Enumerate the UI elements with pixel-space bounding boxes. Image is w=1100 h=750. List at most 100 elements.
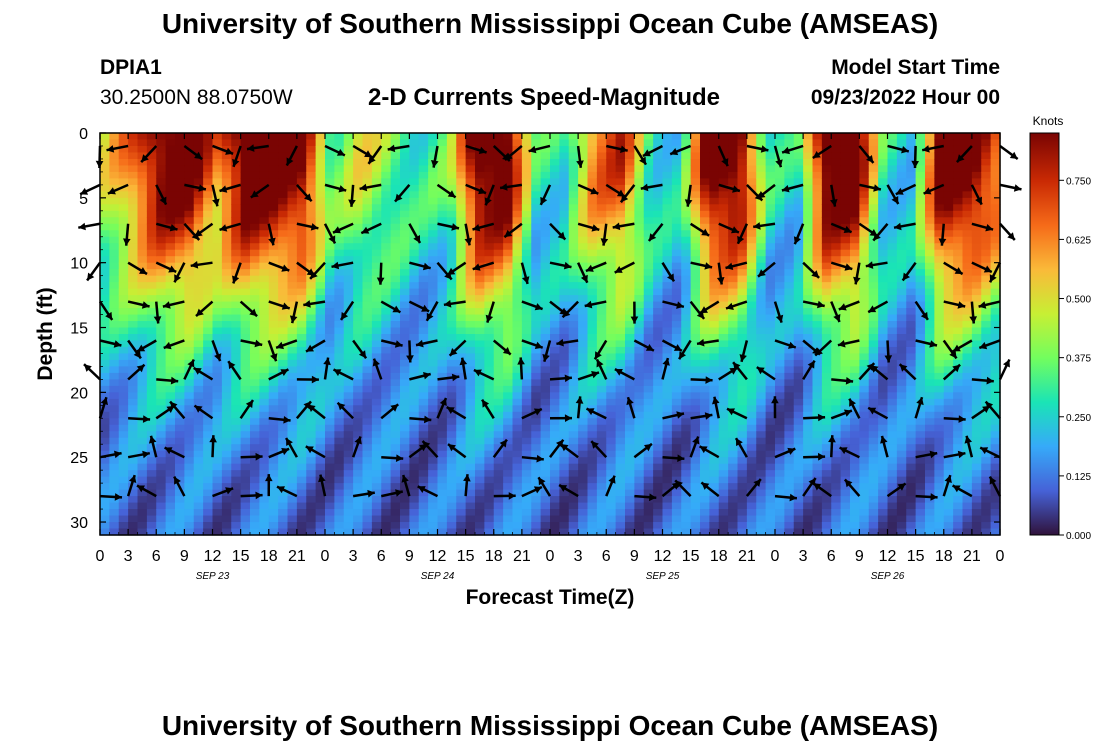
heatmap-cell bbox=[118, 158, 129, 167]
heatmap-cell bbox=[343, 223, 354, 231]
heatmap-cell bbox=[550, 476, 560, 484]
heatmap-cell bbox=[465, 392, 476, 400]
heatmap-cell bbox=[746, 502, 757, 510]
heatmap-cell bbox=[268, 489, 279, 497]
heatmap-cell bbox=[690, 334, 701, 342]
heatmap-cell bbox=[493, 424, 504, 432]
heatmap-cell bbox=[625, 366, 635, 374]
heatmap-cell bbox=[268, 178, 279, 186]
heatmap-cell bbox=[353, 385, 364, 393]
heatmap-cell bbox=[746, 405, 757, 413]
heatmap-cell bbox=[428, 295, 439, 303]
heatmap-cell bbox=[615, 489, 626, 497]
heatmap-cell bbox=[409, 178, 420, 186]
heatmap-cell bbox=[400, 457, 410, 465]
heatmap-cell bbox=[784, 346, 795, 355]
heatmap-cell bbox=[146, 139, 157, 147]
heatmap-cell bbox=[812, 502, 823, 510]
heatmap-cell bbox=[700, 210, 710, 218]
heatmap-cell bbox=[184, 405, 195, 413]
heatmap-cell bbox=[381, 139, 392, 147]
heatmap-cell bbox=[596, 243, 607, 251]
heatmap-cell bbox=[278, 165, 289, 173]
heatmap-cell bbox=[315, 282, 326, 290]
heatmap-cell bbox=[231, 444, 242, 452]
heatmap-cell bbox=[587, 327, 598, 335]
heatmap-cell bbox=[493, 353, 504, 361]
heatmap-cell bbox=[700, 191, 710, 199]
heatmap-cell bbox=[625, 197, 635, 205]
heatmap-cell bbox=[643, 321, 654, 329]
heatmap-cell bbox=[465, 295, 476, 303]
heatmap-cell bbox=[400, 165, 410, 173]
heatmap-cell bbox=[850, 334, 860, 342]
heatmap-cell bbox=[812, 282, 823, 290]
heatmap-cell bbox=[203, 314, 214, 322]
heatmap-cell bbox=[671, 509, 682, 517]
heatmap-cell bbox=[728, 288, 739, 296]
heatmap-cell bbox=[371, 385, 382, 393]
heatmap-cell bbox=[296, 256, 307, 264]
heatmap-cell bbox=[156, 295, 167, 303]
heatmap-cell bbox=[418, 223, 429, 231]
heatmap-cell bbox=[550, 340, 560, 348]
heatmap-cell bbox=[175, 282, 185, 290]
heatmap-cell bbox=[118, 353, 129, 361]
heatmap-cell bbox=[259, 152, 270, 160]
heatmap-cell bbox=[390, 418, 401, 426]
heatmap-cell bbox=[240, 243, 251, 251]
heatmap-cell bbox=[203, 385, 214, 393]
heatmap-cell bbox=[296, 165, 307, 173]
heatmap-cell bbox=[343, 308, 354, 316]
heatmap-cell bbox=[521, 282, 532, 290]
heatmap-cell bbox=[156, 496, 167, 504]
heatmap-cell bbox=[634, 476, 645, 484]
heatmap-cell bbox=[793, 359, 804, 368]
heatmap-cell bbox=[212, 366, 223, 374]
heatmap-cell bbox=[606, 327, 617, 335]
heatmap-cell bbox=[700, 385, 710, 393]
heatmap-cell bbox=[718, 392, 729, 400]
heatmap-cell bbox=[484, 418, 495, 426]
heatmap-cell bbox=[840, 398, 851, 406]
heatmap-cell bbox=[540, 236, 551, 244]
heatmap-cell bbox=[634, 308, 645, 316]
heatmap-cell bbox=[456, 379, 467, 387]
heatmap-cell bbox=[400, 334, 410, 342]
heatmap-cell bbox=[662, 158, 673, 167]
heatmap-cell bbox=[803, 288, 814, 296]
heatmap-cell bbox=[531, 217, 542, 225]
heatmap-cell bbox=[643, 476, 654, 484]
heatmap-cell bbox=[840, 522, 851, 530]
heatmap-cell bbox=[231, 171, 242, 179]
heatmap-cell bbox=[512, 405, 523, 413]
heatmap-cell bbox=[559, 256, 570, 264]
heatmap-cell bbox=[259, 262, 270, 270]
heatmap-cell bbox=[728, 528, 739, 536]
heatmap-cell bbox=[212, 217, 223, 225]
heatmap-cell bbox=[465, 509, 476, 517]
heatmap-cell bbox=[578, 353, 589, 361]
heatmap-cell bbox=[521, 191, 532, 199]
heatmap-cell bbox=[681, 392, 692, 400]
heatmap-cell bbox=[831, 158, 842, 167]
heatmap-cell bbox=[100, 184, 110, 192]
heatmap-cell bbox=[390, 334, 401, 342]
heatmap-cell bbox=[296, 379, 307, 387]
heatmap-cell bbox=[184, 210, 195, 218]
heatmap-cell bbox=[540, 210, 551, 218]
heatmap-cell bbox=[765, 236, 776, 244]
heatmap-cell bbox=[400, 217, 410, 225]
heatmap-cell bbox=[287, 366, 298, 374]
heatmap-cell bbox=[718, 243, 729, 251]
heatmap-cell bbox=[100, 346, 110, 355]
heatmap-cell bbox=[137, 522, 148, 530]
heatmap-cell bbox=[390, 158, 401, 167]
heatmap-cell bbox=[137, 392, 148, 400]
heatmap-cell bbox=[400, 197, 410, 205]
heatmap-cell bbox=[334, 133, 345, 141]
heatmap-cell bbox=[343, 418, 354, 426]
heatmap-cell bbox=[775, 256, 785, 264]
heatmap-cell bbox=[503, 295, 514, 303]
heatmap-cell bbox=[381, 502, 392, 510]
